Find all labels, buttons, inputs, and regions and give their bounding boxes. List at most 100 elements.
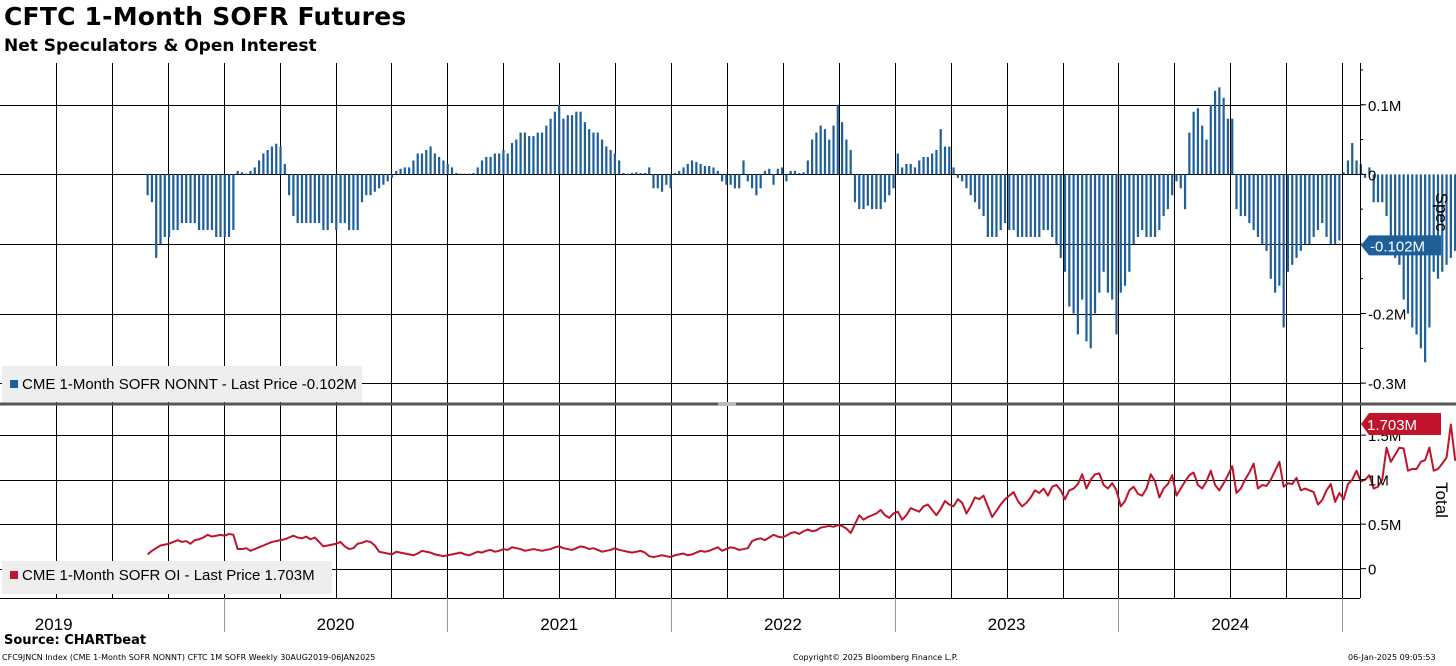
spec-bar <box>1394 174 1397 258</box>
index-info: CFC9JNCN Index (CME 1-Month SOFR NONNT) … <box>2 653 376 662</box>
spec-bar <box>952 167 955 175</box>
source-note: Source: CHARTbeat <box>4 633 147 648</box>
spec-bar <box>1218 87 1221 175</box>
spec-bar <box>416 153 419 175</box>
spec-bar <box>352 174 355 231</box>
spec-bar <box>395 170 398 175</box>
spec-bar <box>1239 174 1242 217</box>
spec-bar <box>566 115 569 175</box>
spec-bar <box>360 174 364 203</box>
y-tick-label: 1M <box>1368 473 1389 490</box>
spec-bar <box>1295 174 1298 258</box>
spec-bar <box>1256 174 1260 237</box>
spec-bar <box>789 170 792 175</box>
spec-bar <box>176 174 179 231</box>
spec-bar <box>785 174 788 182</box>
spec-bar <box>652 174 655 189</box>
spec-bar <box>1171 174 1174 196</box>
spec-legend-box <box>2 366 362 402</box>
spec-bar <box>1003 174 1007 224</box>
spec-bar <box>626 173 629 175</box>
spec-bar <box>378 174 381 189</box>
y-tick-label: 0 <box>1368 167 1376 184</box>
spec-bar <box>1316 174 1320 231</box>
spec-bar <box>1166 174 1170 210</box>
spec-bar <box>442 160 445 175</box>
spec-bar <box>1012 174 1015 231</box>
spec-bar <box>695 161 698 175</box>
spec-bar <box>1325 174 1328 237</box>
spec-bar <box>1364 174 1367 178</box>
spec-bar <box>858 174 861 210</box>
spec-bar <box>1398 174 1401 265</box>
spec-bar <box>716 170 719 175</box>
spec-bar <box>343 174 346 224</box>
spec-bar <box>1381 174 1384 203</box>
spec-bar <box>468 173 471 175</box>
spec-bar <box>969 174 972 196</box>
spec-bar <box>1368 167 1371 175</box>
spec-bar <box>1419 174 1422 349</box>
spec-bar <box>257 160 261 175</box>
spec-bar <box>1389 174 1392 237</box>
spec-bar <box>982 174 985 217</box>
spec-bar <box>155 174 158 258</box>
spec-bar <box>609 149 612 175</box>
spec-bar <box>1454 174 1456 251</box>
spec-bar <box>429 146 432 175</box>
spec-bar <box>489 156 492 175</box>
oi-legend-label: CME 1-Month SOFR OI - Last Price 1.703M <box>22 567 315 584</box>
spec-bar <box>991 174 994 237</box>
spec-bar <box>253 167 256 175</box>
spec-bar <box>305 174 308 224</box>
spec-bar <box>1248 174 1251 224</box>
spec-bar <box>266 149 269 175</box>
spec-bar <box>793 170 797 175</box>
chart-title: CFTC 1-Month SOFR Futures <box>4 2 407 31</box>
spec-bar <box>639 172 642 175</box>
spec-bar <box>1282 174 1285 328</box>
spec-bar <box>1123 174 1127 286</box>
spec-bar <box>1252 174 1255 231</box>
spec-bar <box>146 174 149 196</box>
spec-bar <box>1243 174 1247 217</box>
spec-bar <box>1175 174 1178 182</box>
spec-bar <box>249 170 252 175</box>
oi-legend-swatch <box>10 571 18 579</box>
spec-bar <box>575 111 578 175</box>
spec-axis-title: Spec <box>1432 193 1451 232</box>
y-tick-label: -0.3M <box>1368 376 1406 393</box>
spec-bar <box>300 174 304 224</box>
spec-bar <box>729 174 732 185</box>
spec-bar <box>309 174 312 224</box>
spec-bar <box>1076 174 1079 335</box>
spec-bar <box>408 167 411 175</box>
spec-bar <box>746 174 749 182</box>
spec-bar <box>841 122 844 175</box>
spec-legend-swatch <box>10 380 18 388</box>
spec-last-value-tag <box>1361 235 1441 256</box>
spec-bar <box>1286 174 1290 272</box>
spec-bar <box>1312 174 1315 237</box>
spec-bar <box>605 146 608 175</box>
year-label: 2020 <box>317 615 355 634</box>
spec-bar <box>660 174 664 192</box>
spec-bar <box>1265 174 1268 251</box>
spec-bar <box>1183 174 1187 210</box>
spec-bar <box>926 156 929 175</box>
spec-bar <box>648 167 651 175</box>
spec-bar <box>918 160 921 175</box>
spec-bar <box>318 174 321 224</box>
spec-bar <box>180 174 184 224</box>
spec-bar <box>1158 174 1161 231</box>
spec-bar <box>532 136 535 175</box>
spec-bar <box>896 153 899 175</box>
spec-bar <box>288 174 291 196</box>
spec-bar <box>866 174 869 206</box>
oi-line <box>146 423 1456 559</box>
spec-bar <box>892 174 895 189</box>
spec-bar <box>326 174 329 231</box>
spec-bar <box>733 174 737 189</box>
spec-bar <box>1128 174 1131 272</box>
